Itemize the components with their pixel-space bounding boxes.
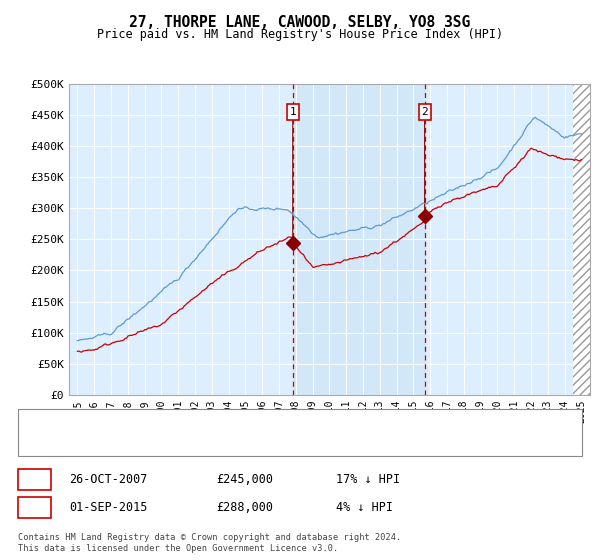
- Text: 01-SEP-2015: 01-SEP-2015: [69, 501, 148, 514]
- Text: 1: 1: [31, 473, 38, 486]
- Text: 17% ↓ HPI: 17% ↓ HPI: [336, 473, 400, 486]
- Text: 2: 2: [421, 107, 428, 117]
- Text: 2: 2: [31, 501, 38, 514]
- Text: Contains HM Land Registry data © Crown copyright and database right 2024.
This d: Contains HM Land Registry data © Crown c…: [18, 533, 401, 553]
- Text: £288,000: £288,000: [216, 501, 273, 514]
- Bar: [573, 22, 592, 395]
- Text: 4% ↓ HPI: 4% ↓ HPI: [336, 501, 393, 514]
- Text: 26-OCT-2007: 26-OCT-2007: [69, 473, 148, 486]
- Text: 27, THORPE LANE, CAWOOD, SELBY, YO8 3SG (detached house): 27, THORPE LANE, CAWOOD, SELBY, YO8 3SG …: [60, 417, 410, 427]
- Text: —: —: [33, 415, 41, 429]
- Text: 27, THORPE LANE, CAWOOD, SELBY, YO8 3SG: 27, THORPE LANE, CAWOOD, SELBY, YO8 3SG: [130, 15, 470, 30]
- Text: £245,000: £245,000: [216, 473, 273, 486]
- Bar: [293, 84, 425, 395]
- Text: Price paid vs. HM Land Registry's House Price Index (HPI): Price paid vs. HM Land Registry's House …: [97, 28, 503, 41]
- Text: 1: 1: [289, 107, 296, 117]
- Text: HPI: Average price, detached house, North Yorkshire: HPI: Average price, detached house, Nort…: [60, 440, 379, 450]
- Text: —: —: [33, 437, 41, 451]
